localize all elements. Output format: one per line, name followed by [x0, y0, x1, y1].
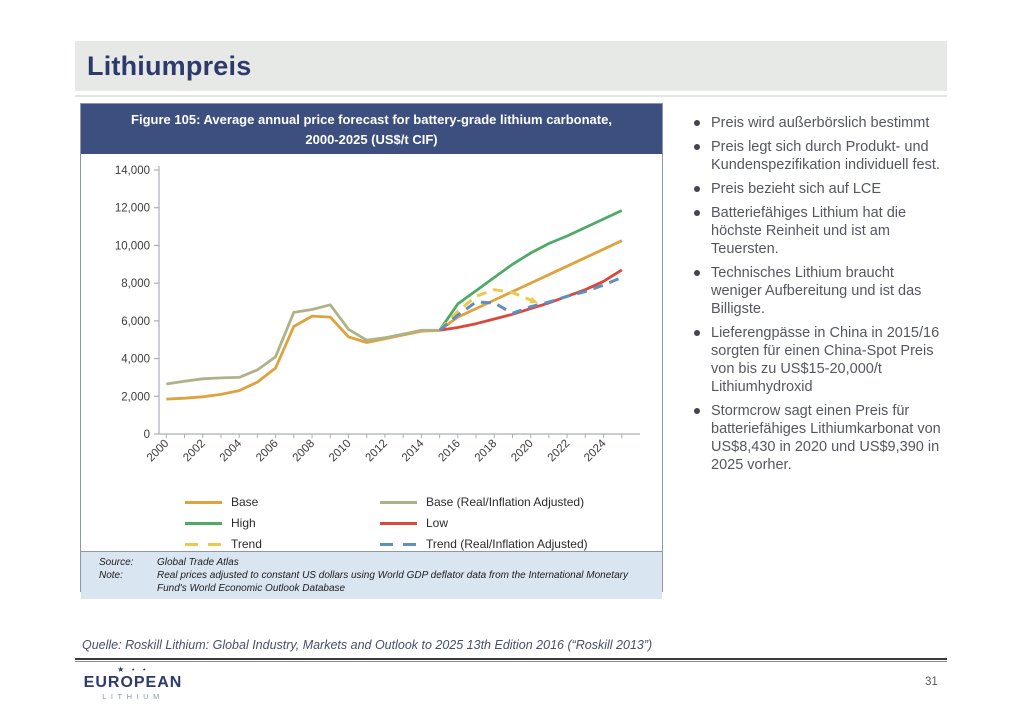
bullet-dot: [694, 144, 700, 150]
x-tick-label: 2018: [473, 438, 500, 465]
legend-item: Trend: [185, 537, 380, 551]
series-base: [166, 239, 623, 401]
bullet-dot: [694, 330, 700, 336]
series-high: [438, 209, 623, 332]
x-tick-label: 2004: [218, 437, 245, 464]
x-tick-label: 2008: [291, 438, 318, 465]
bullet-dot: [694, 270, 700, 276]
chart-axes: 0 2,000 4,000 6,000 8,000 10,000 12,000 14,000 2…: [115, 165, 640, 464]
legend-item: Base (Real/Inflation Adjusted): [380, 495, 662, 509]
bullet-text: Technisches Lithium braucht weniger Aufb…: [711, 265, 922, 317]
bullet-dot: [694, 120, 700, 126]
legend-swatch-high: [185, 521, 222, 525]
x-tick-label: 2014: [400, 437, 427, 464]
european-lithium-logo: ★ ⋆ ⋆ EUROPEAN LITHIUM: [78, 665, 188, 702]
header-bar: Lithiumpreis: [75, 41, 947, 91]
legend-item: Low: [380, 516, 662, 530]
x-tick-label: 2006: [254, 438, 281, 465]
bullet-text: Batteriefähiges Lithium hat die höchste …: [711, 205, 907, 257]
trend-arrowhead: [529, 296, 539, 304]
list-item: Preis legt sich durch Produkt- und Kunde…: [692, 138, 948, 174]
figure-title: Figure 105: Average annual price forecas…: [81, 104, 662, 154]
legend-swatch-base-real: [380, 500, 417, 504]
list-item: Preis bezieht sich auf LCE: [692, 180, 948, 198]
x-tick-label: 2020: [509, 438, 536, 465]
header-underline: [75, 95, 947, 97]
y-tick-label: 8,000: [121, 278, 150, 290]
legend-swatch-trend: [185, 542, 222, 546]
bullet-dot: [694, 408, 700, 414]
figure-title-line1: Figure 105: Average annual price forecas…: [131, 112, 612, 127]
logo-name: EUROPEAN: [83, 674, 183, 691]
list-item: Technisches Lithium braucht weniger Aufb…: [692, 264, 948, 318]
figure-source-row: Source: Global Trade Atlas: [99, 556, 652, 569]
figure-note-row: Note: Real prices adjusted to constant U…: [99, 569, 652, 595]
series-trend-real-inflation-adjusted: [438, 276, 623, 332]
slide-source-line: Quelle: Roskill Lithium: Global Industry…: [82, 638, 653, 652]
x-tick-label: 2000: [145, 438, 172, 465]
bullet-dot: [694, 186, 700, 192]
y-tick-label: 2,000: [121, 391, 150, 403]
y-tick-label: 10,000: [115, 240, 150, 252]
bullet-text: Preis bezieht sich auf LCE: [711, 181, 882, 197]
chart-area: 0 2,000 4,000 6,000 8,000 10,000 12,000 14,000 2…: [81, 154, 662, 491]
y-tick-label: 4,000: [121, 354, 150, 366]
series-base-real-inflation-adjusted: [166, 303, 440, 386]
x-tick-label: 2024: [582, 437, 609, 464]
note-label: Note:: [99, 570, 123, 581]
legend-label: Base (Real/Inflation Adjusted): [426, 495, 585, 509]
page-title: Lithiumpreis: [87, 50, 252, 81]
source-label: Source:: [99, 557, 134, 568]
bullet-dot: [694, 210, 700, 216]
figure-105: Figure 105: Average annual price forecas…: [80, 103, 663, 599]
x-tick-label: 2010: [327, 438, 354, 465]
series-trend: [438, 288, 539, 332]
page-number: 31: [925, 676, 938, 688]
list-item: Batteriefähiges Lithium hat die höchste …: [692, 204, 948, 258]
legend-swatch-low: [380, 521, 417, 525]
y-tick-label: 14,000: [115, 165, 150, 177]
figure-title-line2: 2000-2025 (US$/t CIF): [305, 131, 438, 147]
legend-swatch-trend-real: [380, 542, 417, 546]
x-tick-label: 2012: [363, 438, 390, 465]
note-value: Real prices adjusted to constant US doll…: [157, 570, 628, 594]
list-item: Lieferengpässe in China in 2015/16 sorgt…: [692, 324, 948, 396]
y-tick-label: 0: [144, 429, 150, 441]
legend-item: Base: [185, 495, 380, 509]
price-chart-svg: 0 2,000 4,000 6,000 8,000 10,000 12,000 14,000 2…: [115, 165, 640, 464]
x-tick-label: 2016: [436, 438, 463, 465]
series-low: [439, 268, 623, 332]
footer-rule: [75, 658, 947, 662]
bullet-list: Preis wird außerbörslich bestimmt Preis …: [692, 114, 948, 480]
bullet-text: Preis legt sich durch Produkt- und Kunde…: [711, 139, 940, 173]
chart-legend: Base Base (Real/Inflation Adjusted) High…: [81, 491, 662, 551]
legend-label: High: [231, 516, 256, 530]
figure-source-box: Source: Global Trade Atlas Note: Real pr…: [81, 551, 662, 599]
y-tick-label: 6,000: [121, 316, 150, 328]
list-item: Preis wird außerbörslich bestimmt: [692, 114, 948, 132]
legend-label: Trend: [231, 537, 262, 551]
list-item: Stormcrow sagt einen Preis für batterief…: [692, 402, 948, 474]
source-value: Global Trade Atlas: [157, 557, 239, 568]
logo-stars-icon: ★ ⋆ ⋆: [117, 665, 149, 674]
x-tick-label: 2002: [181, 438, 208, 465]
legend-label: Low: [426, 516, 449, 530]
y-tick-label: 12,000: [115, 203, 150, 215]
x-tick-label: 2022: [546, 438, 573, 465]
bullet-text: Stormcrow sagt einen Preis für batterief…: [711, 403, 941, 473]
legend-label: Trend (Real/Inflation Adjusted): [426, 537, 588, 551]
bullet-text: Preis wird außerbörslich bestimmt: [711, 115, 930, 131]
legend-item: Trend (Real/Inflation Adjusted): [380, 537, 662, 551]
legend-label: Base: [231, 495, 259, 509]
legend-item: High: [185, 516, 380, 530]
legend-swatch-base: [185, 500, 222, 504]
logo-subtitle: LITHIUM: [102, 692, 164, 701]
bullet-text: Lieferengpässe in China in 2015/16 sorgt…: [711, 325, 940, 395]
